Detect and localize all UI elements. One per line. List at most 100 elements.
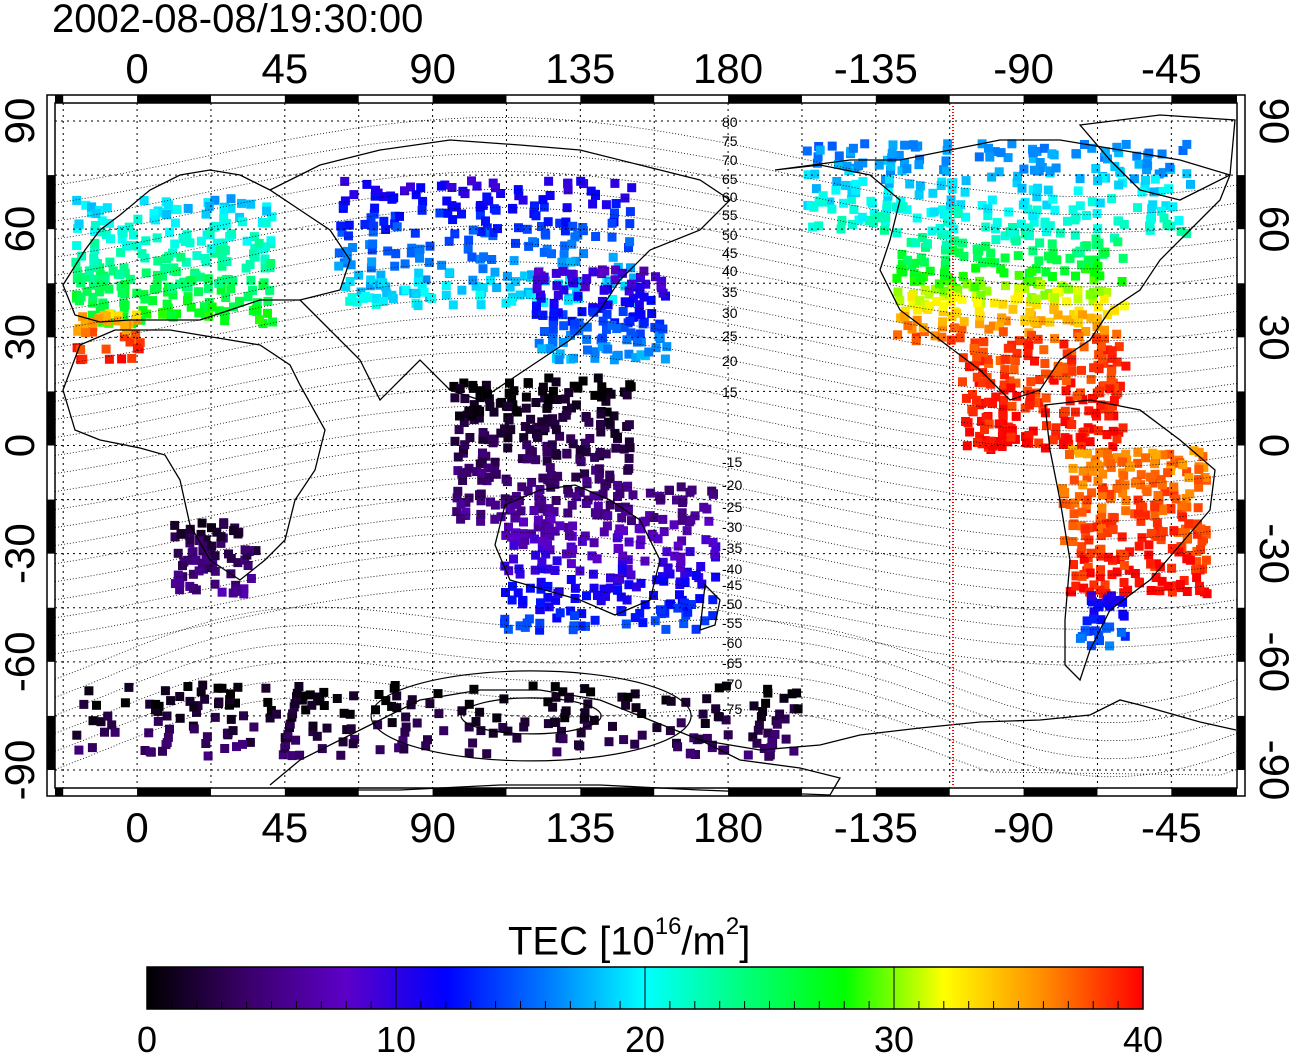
tec-point: [775, 709, 785, 719]
tec-point: [915, 296, 925, 306]
tec-point: [1109, 396, 1119, 405]
tec-point: [1026, 377, 1036, 387]
tec-point: [627, 183, 637, 193]
tec-point: [442, 196, 452, 206]
tec-point: [217, 587, 227, 597]
tec-point: [231, 698, 240, 708]
tec-point: [590, 508, 600, 518]
tec-point: [964, 362, 974, 372]
tec-point: [308, 721, 318, 731]
tec-point: [88, 280, 98, 290]
tec-point: [536, 577, 546, 587]
tec-point: [700, 616, 710, 626]
left-lat-tick: 30: [0, 314, 43, 361]
tec-point: [896, 196, 906, 206]
tec-point: [468, 738, 478, 748]
tec-point: [1191, 565, 1201, 575]
tec-point: [1063, 434, 1073, 444]
tec-point: [1100, 247, 1110, 257]
tec-point: [637, 730, 647, 740]
tec-point: [941, 166, 951, 176]
tec-point: [945, 218, 955, 228]
tec-point: [1103, 449, 1112, 459]
tec-point: [590, 615, 600, 625]
tec-point: [619, 735, 629, 745]
tec-point: [229, 302, 238, 312]
tec-point: [598, 510, 607, 520]
tec-point: [1156, 475, 1166, 485]
tec-point: [641, 279, 651, 289]
tec-point: [465, 433, 475, 442]
tec-point: [1014, 283, 1024, 293]
tec-point: [1062, 349, 1072, 359]
tec-point: [1039, 143, 1049, 153]
tec-point: [243, 292, 253, 301]
tec-point: [415, 253, 424, 263]
tec-point: [1083, 255, 1093, 265]
tec-point: [482, 192, 492, 202]
tec-point: [764, 751, 774, 761]
tec-point: [1163, 581, 1173, 591]
tec-point: [1094, 238, 1104, 248]
tec-point: [571, 256, 581, 266]
tec-point: [151, 705, 160, 715]
tec-point: [959, 251, 969, 261]
tec-point: [411, 289, 421, 299]
tec-point: [249, 722, 259, 732]
tec-point: [524, 241, 534, 251]
tec-point: [344, 220, 354, 230]
tec-point: [1086, 461, 1096, 471]
tec-point: [1027, 330, 1036, 340]
tec-point: [947, 184, 957, 194]
tec-point: [106, 234, 115, 244]
tec-point: [478, 428, 488, 437]
tec-point: [1048, 370, 1058, 380]
tec-point: [251, 546, 261, 556]
tec-point: [163, 732, 173, 742]
tec-point: [1077, 571, 1087, 581]
tec-point: [502, 477, 512, 487]
tec-point: [610, 178, 620, 188]
tec-point: [1025, 390, 1035, 399]
tec-point: [552, 556, 562, 566]
tec-point: [1085, 568, 1095, 578]
tec-point: [626, 263, 635, 273]
tec-point: [1077, 507, 1087, 517]
tec-point: [1047, 272, 1057, 281]
tec-point: [192, 707, 201, 717]
tec-point: [666, 696, 676, 706]
tec-point: [1084, 535, 1094, 545]
tec-point: [679, 619, 689, 629]
tec-point: [520, 271, 530, 281]
tec-point: [544, 504, 554, 514]
tec-point: [162, 299, 172, 309]
tec-point: [550, 476, 560, 486]
tec-point: [1010, 295, 1020, 305]
tec-point: [1034, 438, 1044, 448]
tec-point: [630, 739, 640, 749]
tec-point: [507, 532, 516, 542]
tec-point: [1031, 397, 1040, 407]
tec-point: [1078, 466, 1088, 476]
tec-point: [1096, 524, 1106, 534]
tec-point: [104, 284, 114, 294]
tec-point: [186, 302, 196, 312]
tec-point: [1109, 513, 1119, 523]
tec-point: [368, 227, 378, 237]
tec-point: [1011, 235, 1021, 245]
tec-point: [971, 292, 981, 302]
tec-point: [598, 333, 608, 343]
tec-point: [238, 739, 247, 749]
tec-point: [902, 164, 912, 174]
tec-point: [468, 225, 478, 235]
tec-point: [599, 584, 609, 594]
tec-point: [476, 496, 486, 506]
tec-point: [1137, 187, 1147, 197]
tec-point: [389, 683, 399, 693]
tec-point: [756, 712, 766, 722]
tec-point: [165, 227, 175, 237]
tec-point: [522, 618, 532, 628]
tec-point: [307, 700, 317, 710]
tec-point: [680, 578, 690, 588]
tec-point: [555, 521, 565, 531]
